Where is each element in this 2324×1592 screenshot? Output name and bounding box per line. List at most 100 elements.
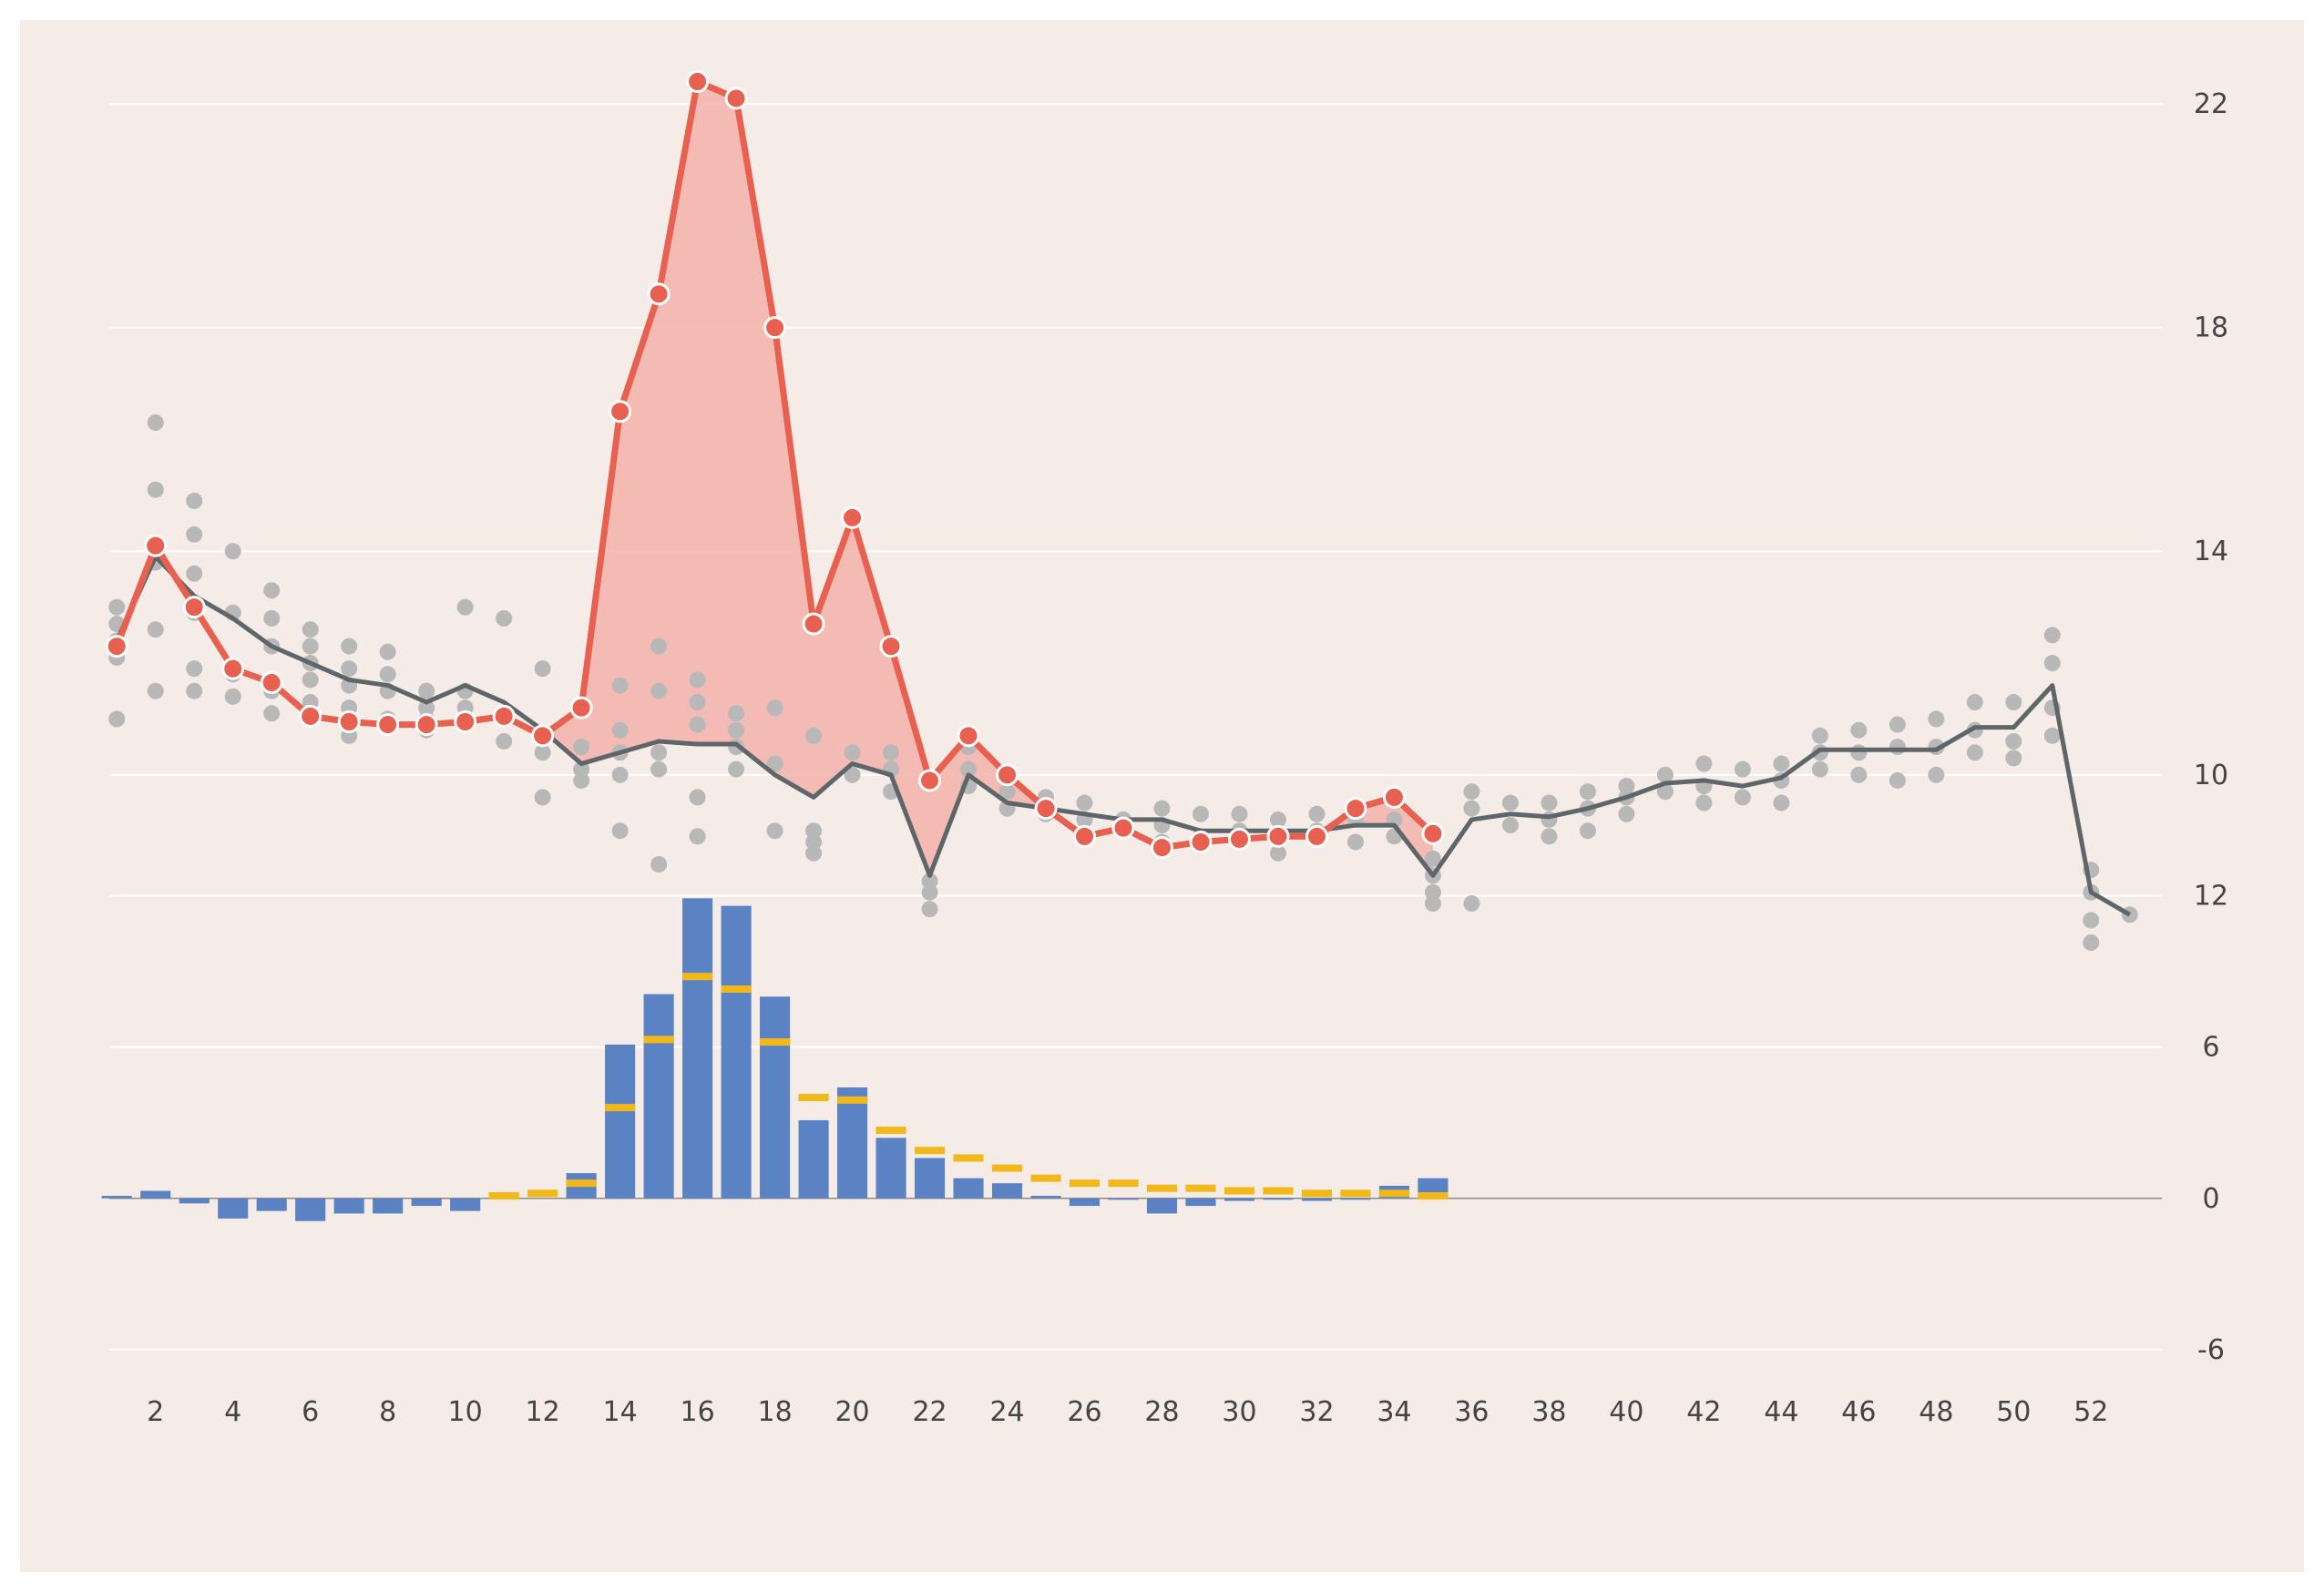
- current-point: [1189, 830, 1213, 853]
- history-point: [844, 744, 861, 761]
- bar: [218, 1198, 249, 1219]
- history-point: [611, 766, 629, 783]
- bar: [1069, 1198, 1101, 1207]
- history-point: [186, 526, 203, 543]
- bar-marker: [991, 1164, 1023, 1172]
- bottom-y-tick-label: 6: [2202, 1032, 2219, 1064]
- history-point: [689, 828, 706, 845]
- current-point: [1034, 797, 1058, 821]
- history-point: [263, 582, 281, 599]
- history-point: [1966, 694, 1983, 711]
- current-line-layer: [105, 70, 1445, 860]
- current-point: [763, 316, 787, 340]
- current-point: [647, 282, 671, 306]
- bar-marker: [1030, 1174, 1061, 1182]
- bar-marker: [527, 1189, 558, 1198]
- history-point: [1579, 822, 1596, 840]
- top-y-tick-label: 18: [2194, 312, 2228, 344]
- history-point: [186, 660, 203, 678]
- current-point: [144, 534, 168, 557]
- current-point: [1305, 824, 1328, 848]
- bar: [333, 1198, 364, 1214]
- x-tick-label: 12: [526, 1396, 560, 1428]
- chart-background: [20, 20, 2304, 1572]
- x-tick-label: 50: [1996, 1396, 2031, 1428]
- bottom-y-tick-label: 12: [2194, 881, 2228, 913]
- current-point: [531, 724, 555, 748]
- bar: [953, 1178, 984, 1199]
- history-point: [960, 760, 978, 778]
- history-point: [1269, 844, 1286, 862]
- current-point: [1111, 816, 1135, 840]
- history-point: [1773, 755, 1790, 772]
- history-point: [689, 694, 706, 711]
- history-point: [689, 789, 706, 806]
- history-point: [611, 721, 629, 739]
- history-point: [689, 716, 706, 733]
- history-point: [1695, 794, 1713, 811]
- x-axis-labels: 2 4 6 8 10 12 14 16 18 20 22 24 26 28 30 32 34 36 38 40 42 44…: [147, 1396, 2108, 1428]
- bar: [643, 994, 674, 1199]
- bar-marker: [1146, 1184, 1178, 1192]
- current-point: [569, 696, 593, 719]
- history-point: [186, 492, 203, 509]
- history-point: [2043, 727, 2061, 744]
- history-point: [2043, 655, 2061, 672]
- history-point: [263, 609, 281, 627]
- top-y-tick-label: 10: [2194, 760, 2228, 791]
- x-tick-label: 30: [1222, 1396, 1256, 1428]
- bar: [1263, 1198, 1294, 1200]
- history-point: [766, 755, 783, 772]
- history-point: [1541, 794, 1558, 811]
- bar-marker: [566, 1179, 597, 1188]
- history-point: [650, 744, 668, 761]
- bottom-y-tick-label: -6: [2197, 1334, 2225, 1366]
- history-point: [1889, 739, 1906, 756]
- history-point: [496, 609, 513, 627]
- current-point: [609, 400, 632, 424]
- history-point: [1889, 771, 1906, 789]
- history-point: [147, 682, 164, 699]
- bar: [721, 905, 752, 1199]
- history-point: [883, 744, 900, 761]
- history-point: [186, 682, 203, 699]
- history-point: [728, 721, 745, 739]
- history-point: [1541, 828, 1558, 845]
- history-point: [2005, 732, 2022, 750]
- x-tick-label: 32: [1299, 1396, 1334, 1428]
- current-point: [1151, 836, 1173, 860]
- history-point: [1850, 721, 1868, 739]
- current-point: [1073, 824, 1097, 848]
- history-point: [1346, 833, 1364, 851]
- current-point: [182, 596, 206, 619]
- history-point: [766, 822, 783, 840]
- history-point: [573, 739, 590, 756]
- current-point: [802, 612, 825, 636]
- history-point: [1928, 766, 1945, 783]
- bar-marker: [953, 1154, 984, 1162]
- current-point: [724, 87, 748, 110]
- bar-marker: [1340, 1189, 1371, 1198]
- bar-marker: [836, 1096, 868, 1104]
- bar-marker: [682, 973, 713, 981]
- bar: [1146, 1198, 1178, 1214]
- current-point: [686, 70, 710, 94]
- history-point: [1076, 794, 1093, 811]
- bar-marker: [1418, 1192, 1449, 1200]
- history-point: [534, 660, 551, 678]
- bar-marker: [798, 1094, 829, 1102]
- history-point: [650, 682, 668, 699]
- history-point: [844, 766, 861, 783]
- history-point: [1463, 895, 1480, 913]
- bar: [760, 996, 791, 1199]
- history-point: [1269, 811, 1286, 828]
- current-point: [454, 709, 477, 733]
- current-point: [260, 671, 283, 695]
- history-point: [302, 638, 319, 655]
- x-tick-label: 10: [448, 1396, 483, 1428]
- history-point: [1618, 805, 1635, 822]
- current-point: [957, 724, 980, 748]
- bar-marker: [488, 1192, 519, 1200]
- history-point: [1734, 789, 1751, 806]
- bar: [1108, 1198, 1139, 1200]
